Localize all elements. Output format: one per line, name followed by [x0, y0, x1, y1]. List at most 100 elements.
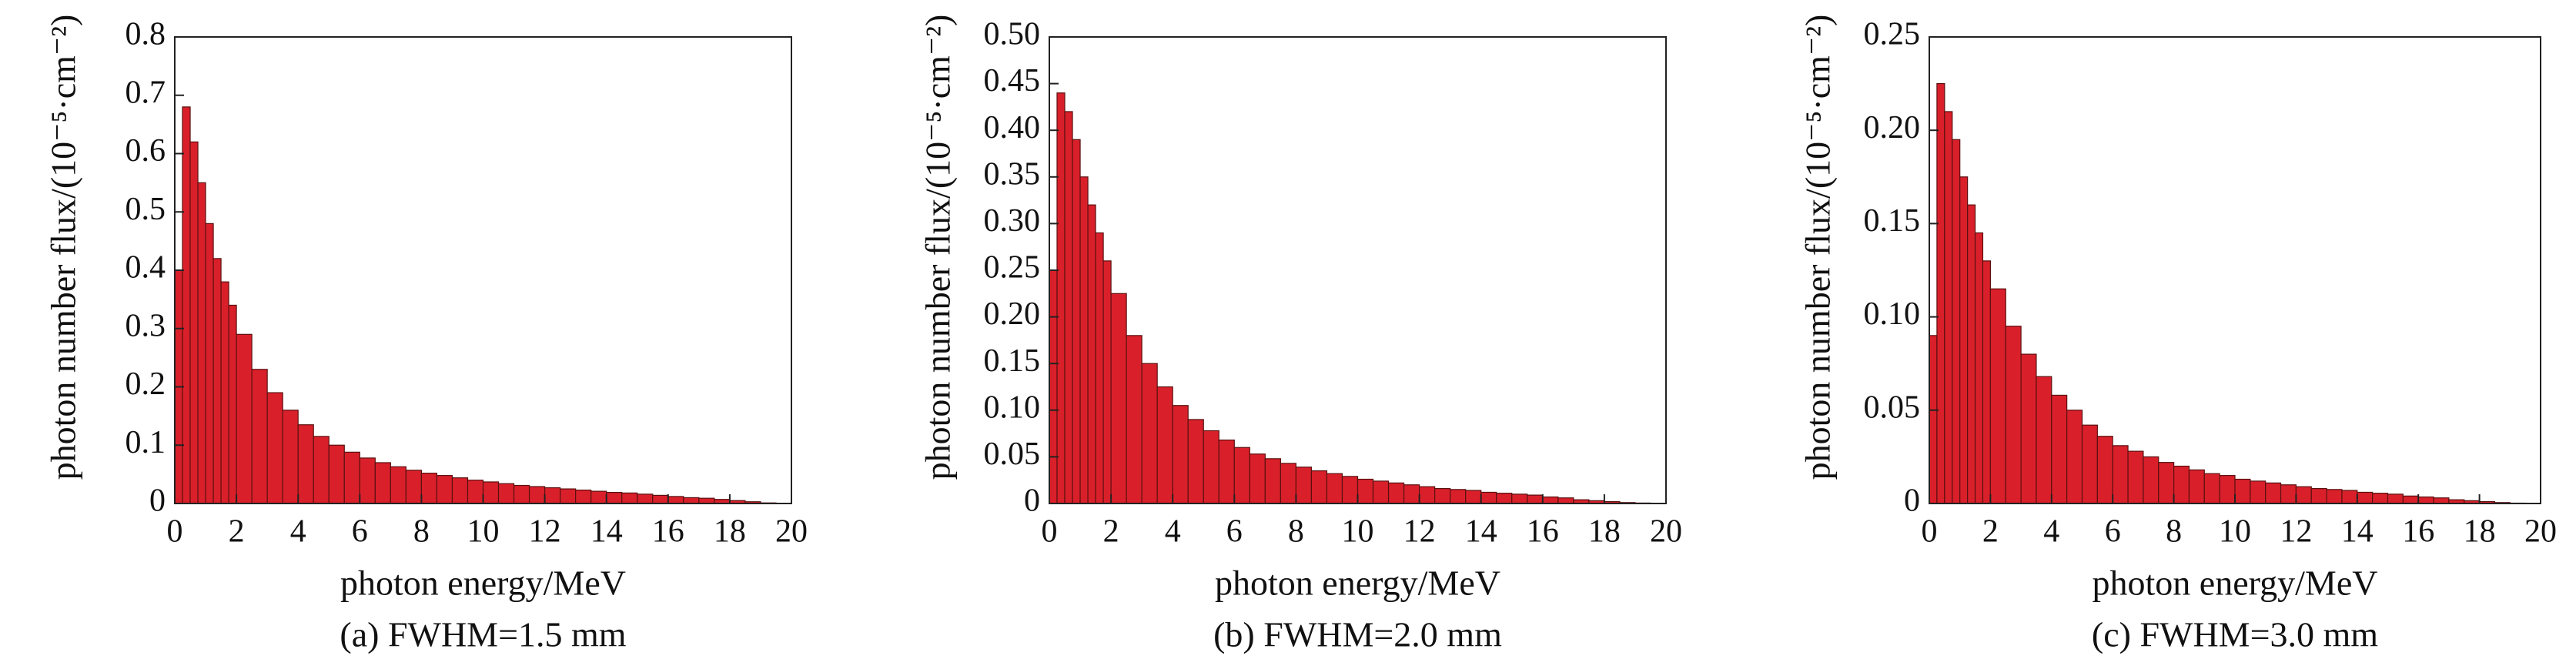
bar — [1480, 491, 1497, 504]
bar — [1967, 204, 1976, 504]
bar — [1126, 335, 1142, 504]
bar — [2234, 478, 2251, 504]
x-tick-label: 0 — [1042, 514, 1058, 550]
bar — [2036, 376, 2052, 504]
bar — [482, 481, 500, 504]
bar — [1064, 111, 1073, 504]
bar — [1203, 430, 1219, 504]
bar — [2372, 493, 2389, 504]
bar — [467, 480, 484, 504]
bar — [1341, 476, 1359, 504]
bar — [560, 488, 577, 504]
x-tick-label: 20 — [1650, 514, 1682, 550]
x-tick-label: 0 — [1922, 514, 1938, 550]
panel: 0 0.05 0.10 0.15 0.20 0.25 0.30 0.35 0.40 0.45 0.5… — [918, 15, 1682, 654]
bar — [1542, 496, 1559, 504]
bar — [374, 462, 391, 504]
x-tick-label: 8 — [2166, 514, 2182, 550]
y-tick-label: 0 — [1904, 483, 1920, 519]
x-tick-label: 12 — [2280, 514, 2312, 550]
bar — [1280, 463, 1296, 504]
y-axis-label: photon number flux/(10⁻⁵·cm⁻²) — [918, 15, 958, 480]
bar — [2112, 445, 2129, 504]
y-tick-label: 0.10 — [984, 390, 1041, 425]
bar — [313, 436, 330, 504]
bar — [637, 493, 654, 504]
bar — [405, 470, 422, 504]
bar — [606, 492, 623, 504]
bar — [251, 369, 268, 504]
y-axis-label: photon number flux/(10⁻⁵·cm⁻²) — [44, 15, 83, 480]
y-tick-label: 0.40 — [984, 110, 1041, 146]
bar — [2280, 484, 2297, 504]
bar — [205, 222, 214, 504]
bar — [2143, 456, 2159, 504]
bar — [420, 473, 438, 504]
x-tick-label: 16 — [652, 514, 684, 550]
bar — [2066, 410, 2083, 504]
bar — [1511, 493, 1528, 504]
bar — [528, 486, 546, 504]
y-tick-label: 0.05 — [984, 437, 1041, 472]
caption: (b) FWHM=2.0 mm — [1213, 615, 1502, 654]
bar — [1465, 490, 1482, 504]
bar — [2051, 394, 2068, 504]
bar — [2188, 469, 2205, 504]
y-tick-label: 0.20 — [1864, 110, 1921, 146]
x-tick-label: 12 — [1403, 514, 1436, 550]
bar — [1187, 419, 1204, 504]
bar — [1072, 139, 1081, 504]
x-tick-label: 14 — [590, 514, 623, 550]
bar — [390, 466, 406, 504]
plot-frame — [1929, 36, 2541, 504]
bar — [1056, 92, 1066, 504]
x-tick-label: 0 — [167, 514, 183, 550]
bar — [1141, 363, 1158, 504]
y-tick-label: 0.3 — [125, 308, 166, 343]
x-tick-label: 16 — [2402, 514, 2434, 550]
bar — [1418, 486, 1436, 504]
bar — [683, 497, 700, 504]
x-tick-label: 4 — [2043, 514, 2059, 550]
bar — [2387, 493, 2404, 504]
bar — [1295, 467, 1313, 504]
bar — [2433, 497, 2450, 504]
y-tick-label: 0.1 — [125, 425, 166, 460]
bar — [2341, 490, 2358, 504]
bar — [1357, 478, 1374, 504]
x-tick-label: 18 — [1588, 514, 1621, 550]
bar — [1156, 386, 1173, 504]
bar — [1434, 488, 1451, 504]
bar — [1326, 473, 1343, 504]
bar — [1929, 335, 1938, 504]
bar — [1982, 260, 1992, 504]
y-tick-label: 0.20 — [984, 296, 1041, 332]
bar — [2357, 491, 2374, 504]
bar — [2020, 353, 2037, 504]
x-tick-label: 18 — [2464, 514, 2496, 550]
x-tick-label: 2 — [229, 514, 245, 550]
bar — [1102, 260, 1112, 504]
y-tick-label: 0.5 — [125, 192, 166, 227]
bar — [2402, 495, 2419, 504]
x-tick-label: 6 — [1226, 514, 1243, 550]
x-tick-label: 14 — [1465, 514, 1497, 550]
bar — [2219, 475, 2236, 504]
bar — [2326, 489, 2343, 504]
y-tick-label: 0.45 — [984, 63, 1041, 99]
x-tick-label: 20 — [775, 514, 808, 550]
y-tick-label: 0.25 — [1864, 17, 1921, 52]
bar — [497, 483, 515, 504]
bar — [236, 333, 253, 504]
x-tick-label: 2 — [1982, 514, 1999, 550]
bar — [182, 106, 191, 504]
y-tick-label: 0.10 — [1864, 296, 1921, 332]
bar — [220, 281, 229, 504]
bar — [1450, 489, 1467, 504]
bar — [667, 496, 684, 504]
bar — [1218, 439, 1235, 504]
x-tick-label: 12 — [529, 514, 561, 550]
bar — [1264, 458, 1281, 504]
bar — [1310, 470, 1328, 504]
